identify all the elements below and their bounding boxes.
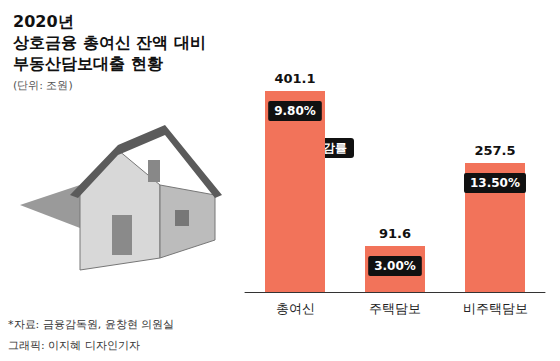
svg-text:(단위: 조원): (단위: 조원) bbox=[13, 79, 73, 92]
svg-text:257.5: 257.5 bbox=[474, 143, 515, 158]
svg-text:91.6: 91.6 bbox=[379, 226, 411, 241]
svg-text:비주택담보: 비주택담보 bbox=[463, 301, 528, 316]
svg-text:3.00%: 3.00% bbox=[374, 259, 416, 273]
svg-text:부동산담보대출 현황: 부동산담보대출 현황 bbox=[13, 54, 163, 73]
svg-text:총여신: 총여신 bbox=[276, 301, 315, 316]
svg-text:상호금융 총여신 잔액 대비: 상호금융 총여신 잔액 대비 bbox=[13, 33, 206, 52]
svg-text:9.80%: 9.80% bbox=[274, 104, 316, 118]
svg-text:증감률: 증감률 bbox=[311, 141, 347, 155]
svg-text:그래픽: 이지혜 디자인기자: 그래픽: 이지혜 디자인기자 bbox=[8, 339, 140, 352]
svg-text:401.1: 401.1 bbox=[274, 71, 315, 86]
svg-text:13.50%: 13.50% bbox=[470, 176, 520, 190]
svg-text:2020년: 2020년 bbox=[13, 12, 74, 31]
svg-text:주택담보: 주택담보 bbox=[369, 301, 421, 316]
svg-text:*자료: 금융감독원, 윤창현 의원실: *자료: 금융감독원, 윤창현 의원실 bbox=[8, 318, 174, 331]
